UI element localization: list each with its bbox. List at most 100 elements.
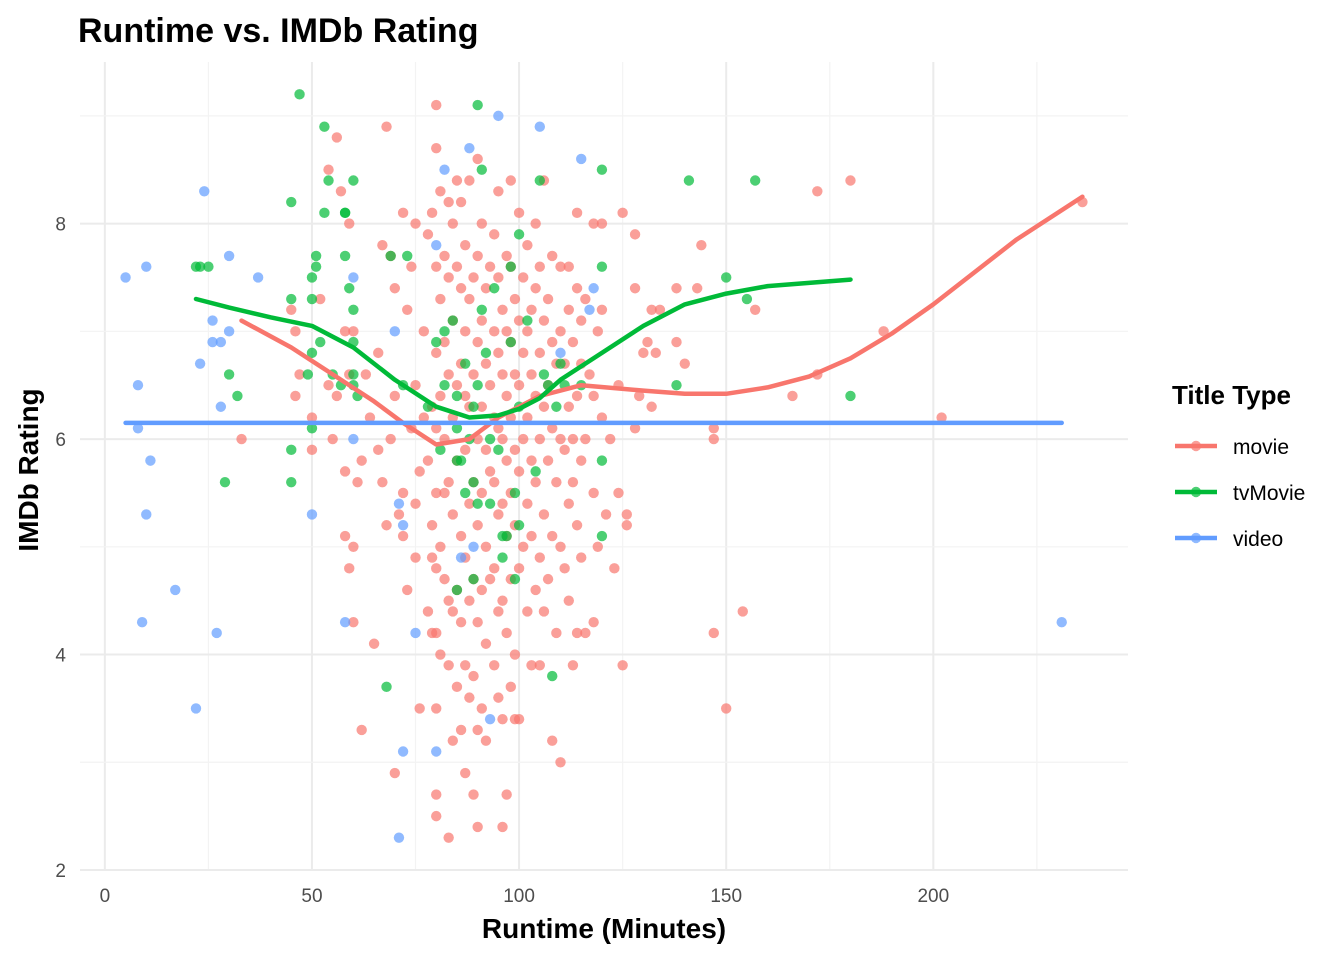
- legend-key-point-video: [1190, 532, 1202, 544]
- point-video: [190, 703, 202, 714]
- point-movie: [455, 724, 467, 736]
- point-movie: [609, 563, 620, 574]
- x-tick-label: 150: [710, 886, 742, 907]
- point-movie: [476, 218, 488, 229]
- point-video: [145, 455, 156, 466]
- point-movie: [497, 369, 508, 380]
- grid-lines: [80, 62, 1128, 871]
- point-movie: [567, 476, 579, 488]
- point-movie: [443, 196, 454, 208]
- point-movie: [493, 272, 504, 283]
- point-movie: [563, 595, 574, 606]
- point-video: [555, 347, 566, 359]
- point-movie: [617, 207, 628, 219]
- point-movie: [476, 703, 488, 714]
- point-tvMovie: [348, 369, 359, 380]
- point-movie: [518, 272, 529, 283]
- point-movie: [592, 326, 603, 337]
- point-movie: [435, 293, 446, 305]
- point-movie: [555, 541, 566, 552]
- x-axis-ticks: 0 50 100 150 200: [100, 886, 950, 907]
- point-tvMovie: [505, 336, 516, 348]
- point-movie: [294, 369, 305, 380]
- point-video: [141, 509, 152, 520]
- point-movie: [443, 272, 454, 283]
- point-movie: [364, 412, 376, 423]
- point-movie: [439, 487, 450, 499]
- point-movie: [547, 530, 558, 542]
- point-video: [484, 713, 496, 725]
- point-movie: [497, 498, 508, 509]
- point-movie: [522, 326, 533, 337]
- point-movie: [464, 175, 475, 186]
- point-movie: [571, 207, 583, 219]
- x-tick-label: 50: [301, 886, 322, 907]
- trend-line-tvMovie: [193, 277, 853, 420]
- point-tvMovie: [671, 380, 682, 391]
- y-axis-title: IMDb Rating: [13, 388, 44, 551]
- point-video: [199, 186, 210, 197]
- point-movie: [455, 617, 467, 628]
- point-video: [431, 239, 442, 251]
- point-movie: [576, 455, 587, 466]
- point-movie: [845, 175, 856, 186]
- point-movie: [335, 186, 347, 197]
- point-movie: [522, 239, 533, 251]
- point-tvMovie: [484, 433, 496, 445]
- point-movie: [431, 261, 442, 272]
- point-movie: [344, 218, 355, 229]
- point-movie: [650, 347, 661, 359]
- point-movie: [580, 433, 591, 445]
- point-movie: [402, 304, 413, 315]
- point-movie: [692, 283, 703, 294]
- point-movie: [563, 304, 574, 315]
- point-movie: [422, 455, 434, 466]
- point-video: [132, 380, 144, 391]
- point-movie: [331, 390, 343, 402]
- point-movie: [538, 401, 550, 412]
- point-movie: [468, 789, 479, 800]
- point-movie: [410, 380, 421, 391]
- point-movie: [547, 423, 558, 434]
- point-movie: [526, 530, 537, 542]
- point-tvMovie: [339, 250, 351, 262]
- point-movie: [501, 789, 512, 800]
- point-movie: [472, 724, 483, 736]
- point-video: [493, 110, 504, 122]
- point-video: [339, 617, 351, 628]
- point-movie: [484, 573, 496, 585]
- point-movie: [356, 455, 367, 466]
- point-tvMovie: [513, 229, 525, 240]
- point-movie: [530, 476, 541, 488]
- point-movie: [489, 326, 500, 337]
- point-movie: [493, 347, 504, 359]
- point-movie: [339, 530, 351, 542]
- point-video: [455, 552, 467, 563]
- point-video: [397, 520, 409, 531]
- point-movie: [443, 369, 454, 380]
- point-movie: [497, 304, 508, 315]
- point-tvMovie: [497, 552, 508, 563]
- point-movie: [389, 390, 401, 402]
- point-movie: [460, 390, 471, 402]
- point-movie: [426, 520, 438, 531]
- point-movie: [451, 261, 463, 272]
- point-tvMovie: [472, 99, 483, 111]
- point-tvMovie: [447, 315, 459, 326]
- point-tvMovie: [203, 261, 214, 272]
- point-movie: [377, 476, 388, 488]
- point-video: [588, 283, 599, 294]
- point-movie: [513, 315, 525, 326]
- point-movie: [588, 617, 599, 628]
- point-movie: [571, 283, 583, 294]
- point-movie: [460, 660, 471, 671]
- point-movie: [571, 520, 583, 531]
- point-video: [223, 250, 235, 262]
- point-tvMovie: [476, 304, 488, 315]
- point-movie: [373, 444, 384, 456]
- legend-title: Title Type: [1172, 380, 1291, 410]
- point-video: [141, 261, 152, 272]
- point-tvMovie: [439, 326, 450, 337]
- point-movie: [389, 283, 401, 294]
- y-tick-label: 2: [55, 861, 66, 882]
